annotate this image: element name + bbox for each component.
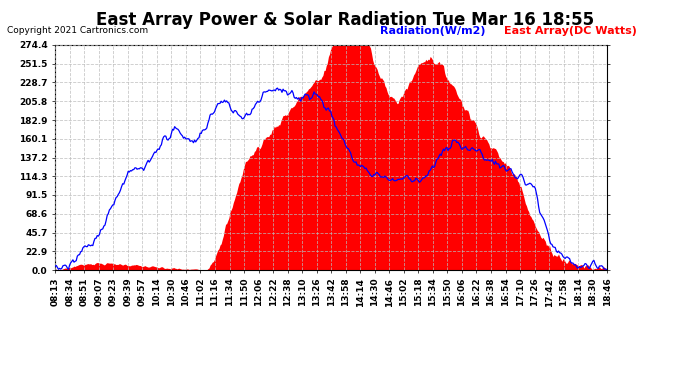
Text: East Array(DC Watts): East Array(DC Watts) xyxy=(504,26,637,36)
Text: East Array Power & Solar Radiation Tue Mar 16 18:55: East Array Power & Solar Radiation Tue M… xyxy=(96,11,594,29)
Text: Radiation(W/m2): Radiation(W/m2) xyxy=(380,26,485,36)
Text: Copyright 2021 Cartronics.com: Copyright 2021 Cartronics.com xyxy=(7,26,148,35)
